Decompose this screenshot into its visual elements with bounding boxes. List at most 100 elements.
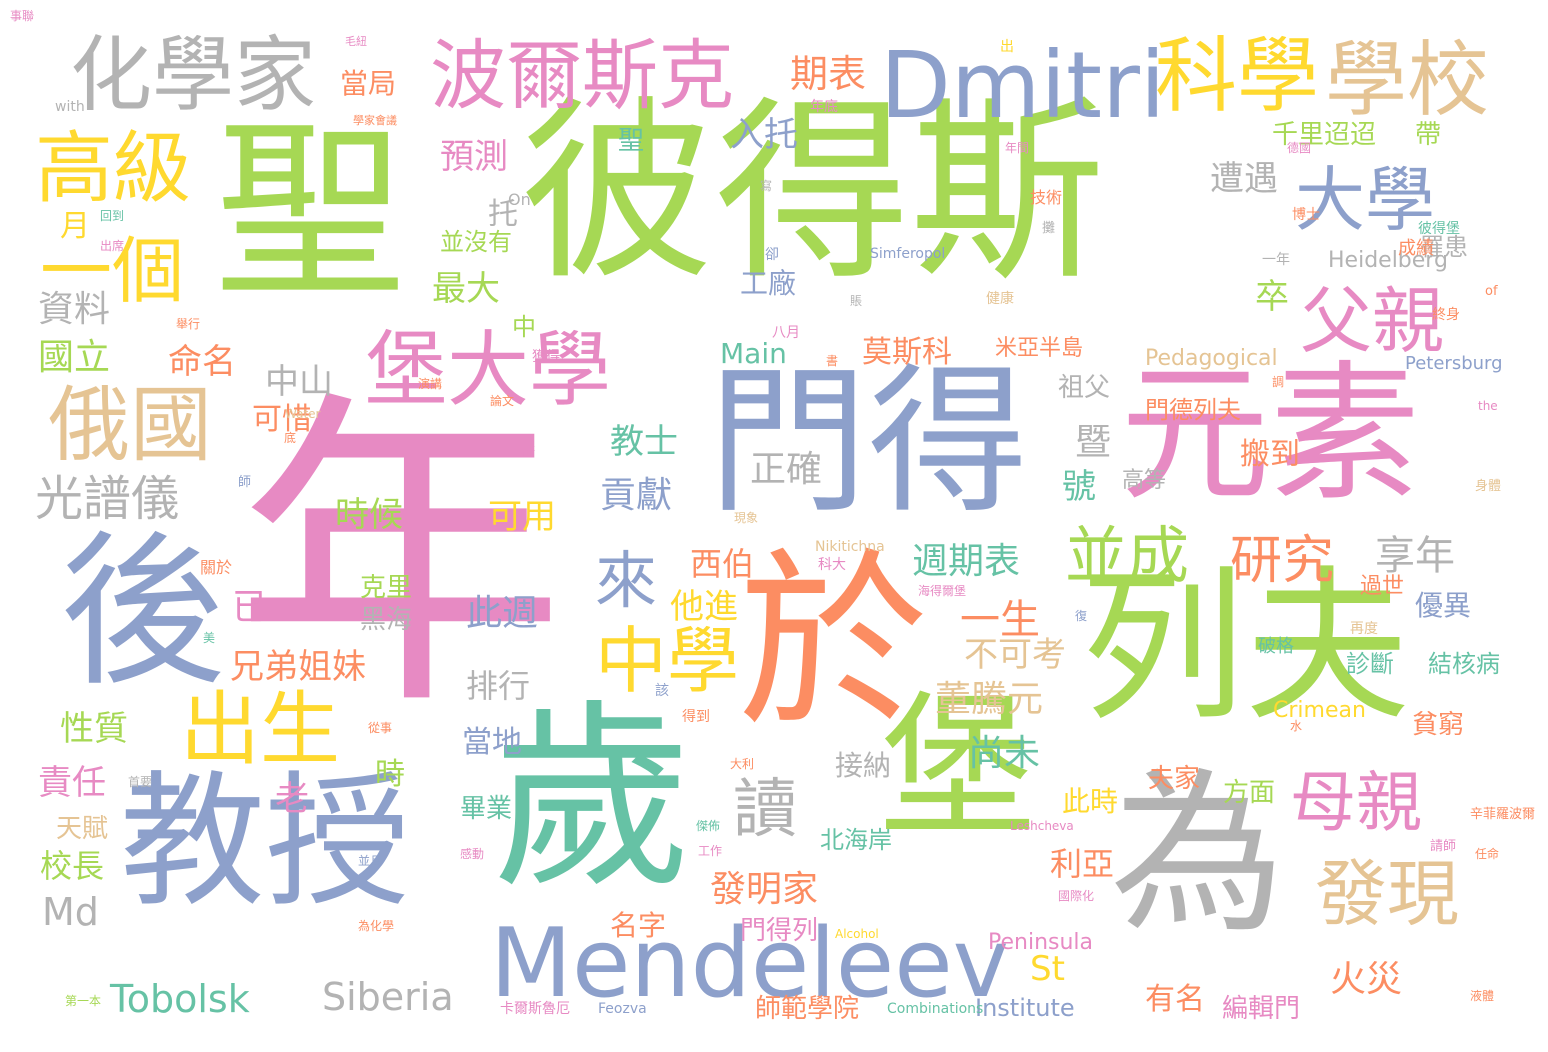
- word-134: 卡爾斯魯厄: [500, 1001, 570, 1017]
- word-86: 校長: [40, 847, 105, 885]
- word-34: Tobolsk: [110, 977, 250, 1021]
- word-131: 出: [1000, 39, 1014, 55]
- word-32: 研究: [1230, 531, 1335, 591]
- word-182: 請師: [1430, 839, 1457, 854]
- word-136: 液體: [1470, 989, 1495, 1003]
- word-57: 號: [1062, 467, 1096, 507]
- word-61: 時候: [335, 495, 403, 535]
- word-118: 回到: [100, 209, 125, 223]
- word-117: 成績: [1398, 238, 1434, 259]
- word-179: 攤: [1042, 221, 1056, 236]
- word-64: 此週: [466, 593, 539, 634]
- word-113: 中: [512, 313, 536, 341]
- word-163: 並且: [358, 854, 383, 868]
- word-103: 診斷: [1346, 650, 1394, 678]
- word-143: 一年: [1262, 252, 1290, 268]
- word-123: Combinations: [887, 1001, 984, 1017]
- word-70: 克里: [360, 573, 413, 603]
- word-165: 工作: [698, 844, 723, 858]
- word-89: 利亞: [1050, 845, 1115, 883]
- word-101: Crimean: [1273, 698, 1366, 723]
- word-92: 名字: [610, 909, 667, 942]
- word-185: 事聯: [10, 9, 35, 23]
- word-121: Leshcheva: [1010, 819, 1074, 833]
- word-62: 西伯: [690, 545, 755, 583]
- word-55: 暨: [1075, 422, 1112, 463]
- word-135: 第一本: [65, 994, 102, 1008]
- word-52: 教士: [610, 422, 678, 462]
- word-50: 當局: [340, 67, 397, 100]
- word-155: 海得爾堡: [918, 584, 967, 598]
- word-44: 卒: [1255, 277, 1289, 317]
- word-110: Main: [720, 337, 787, 370]
- word-126: with: [55, 99, 85, 115]
- word-109: Heidelberg: [1328, 248, 1448, 273]
- word-140: 身體: [1475, 479, 1502, 494]
- word-5: 歲: [492, 683, 693, 916]
- word-1: 彼得斯: [520, 79, 1105, 306]
- word-138: 辛菲羅波爾: [1470, 807, 1536, 822]
- word-59: 門德列夫: [1145, 396, 1241, 424]
- word-119: Simferopol: [870, 246, 946, 262]
- word-73: 排行: [466, 667, 531, 705]
- word-108: Petersburg: [1405, 353, 1503, 374]
- word-129: On: [508, 190, 531, 209]
- word-146: 出席: [100, 239, 125, 253]
- word-80: 接納: [835, 749, 892, 782]
- word-75: 當地: [462, 725, 522, 760]
- word-130: 高等: [1122, 468, 1167, 493]
- word-102: 結核病: [1428, 650, 1500, 678]
- word-46: 中山: [265, 362, 333, 402]
- word-15: 波爾斯克: [430, 31, 734, 120]
- word-76: 尚未: [968, 733, 1041, 774]
- word-74: 性質: [60, 709, 128, 749]
- word-93: 門得列: [740, 916, 819, 946]
- word-170: 德國: [1287, 141, 1312, 155]
- word-82: 此時: [1062, 785, 1119, 818]
- word-21: 出生: [180, 683, 340, 776]
- word-63: 週期表: [912, 541, 1021, 582]
- word-56: 祖父: [1058, 373, 1111, 403]
- word-184: 水: [1290, 719, 1303, 733]
- word-95: 有名: [1145, 982, 1205, 1017]
- word-26: 中學: [595, 619, 740, 703]
- word-0: 年: [235, 365, 565, 749]
- word-33: 享年: [1375, 533, 1455, 579]
- word-104: 優異: [1415, 589, 1472, 622]
- word-97: 編輯門: [1222, 994, 1301, 1024]
- word-111: 莫斯科: [862, 335, 952, 370]
- word-36: 期表: [790, 52, 867, 96]
- word-45: 命名: [168, 342, 236, 382]
- word-11: 為: [1110, 754, 1285, 957]
- word-88: 北海岸: [820, 826, 892, 854]
- word-40: 千里迢迢: [1272, 120, 1377, 150]
- word-91: Md: [42, 890, 99, 934]
- word-14: 化學家: [70, 28, 317, 123]
- word-47: 工廠: [740, 267, 797, 300]
- word-99: Institute: [975, 994, 1075, 1022]
- word-158: 破格: [1258, 636, 1294, 657]
- word-29: 發現: [1315, 852, 1460, 936]
- word-51: 月: [60, 209, 90, 244]
- word-90: 發明家: [710, 869, 819, 910]
- word-151: 許: [522, 444, 536, 459]
- word-18: 高級: [35, 124, 192, 214]
- word-53: 正確: [750, 449, 823, 490]
- word-54: 貢獻: [600, 475, 673, 516]
- word-172: 年底: [810, 99, 838, 115]
- word-96: 火災: [1330, 959, 1403, 1000]
- word-60: 可用: [488, 497, 556, 537]
- word-35: Siberia: [322, 975, 454, 1019]
- word-142: 八月: [772, 325, 800, 341]
- word-7: 列夫: [1080, 551, 1410, 743]
- word-4: 於: [738, 532, 929, 753]
- word-84: 貧窮: [1412, 710, 1465, 740]
- word-160: 得到: [682, 709, 710, 725]
- word-139: 任命: [1475, 847, 1500, 861]
- word-168: 為化學: [358, 919, 395, 933]
- word-98: 師範學院: [755, 994, 860, 1024]
- word-174: 書: [826, 354, 839, 368]
- word-166: 感動: [460, 847, 485, 861]
- word-28: 母親: [1290, 764, 1422, 841]
- word-120: Water: [285, 407, 321, 421]
